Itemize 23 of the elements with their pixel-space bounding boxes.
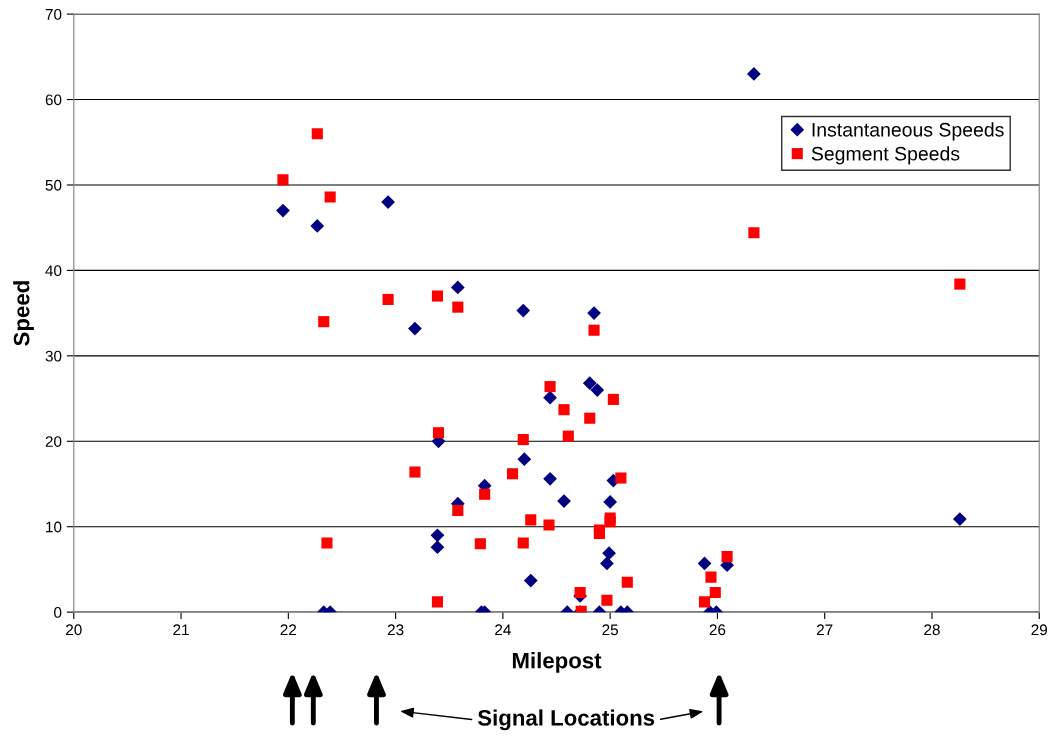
y-axis-title: Speed xyxy=(13,281,34,346)
legend-label: Segment Speeds xyxy=(811,146,960,165)
y-tick-label: 0 xyxy=(54,607,62,618)
y-tick-label: 10 xyxy=(46,521,62,533)
x-axis-title: Milepost xyxy=(512,652,602,673)
text: Signal Locations xyxy=(477,709,655,731)
legend-label: Instantaneous Speeds xyxy=(812,122,1004,141)
y-tick-label: 70 xyxy=(45,8,62,20)
x-tick-label: 27 xyxy=(816,624,833,636)
x-tick-label: 26 xyxy=(709,624,726,636)
x-tick-label: 28 xyxy=(924,624,940,636)
x-tick-label: 24 xyxy=(495,624,511,636)
y-tick-label: 50 xyxy=(45,179,62,191)
y-tick-label: 20 xyxy=(45,436,62,447)
y-tick-label: 30 xyxy=(45,350,62,362)
y-tick-label: 60 xyxy=(45,94,62,106)
x-tick-label: 25 xyxy=(602,624,619,636)
x-tick-label: 23 xyxy=(387,624,404,636)
x-tick-label: 22 xyxy=(280,624,297,636)
x-tick-label: 29 xyxy=(1031,624,1048,636)
x-tick-label: 20 xyxy=(66,624,82,636)
x-tick-label: 21 xyxy=(173,624,189,636)
y-tick-label: 40 xyxy=(45,265,62,277)
